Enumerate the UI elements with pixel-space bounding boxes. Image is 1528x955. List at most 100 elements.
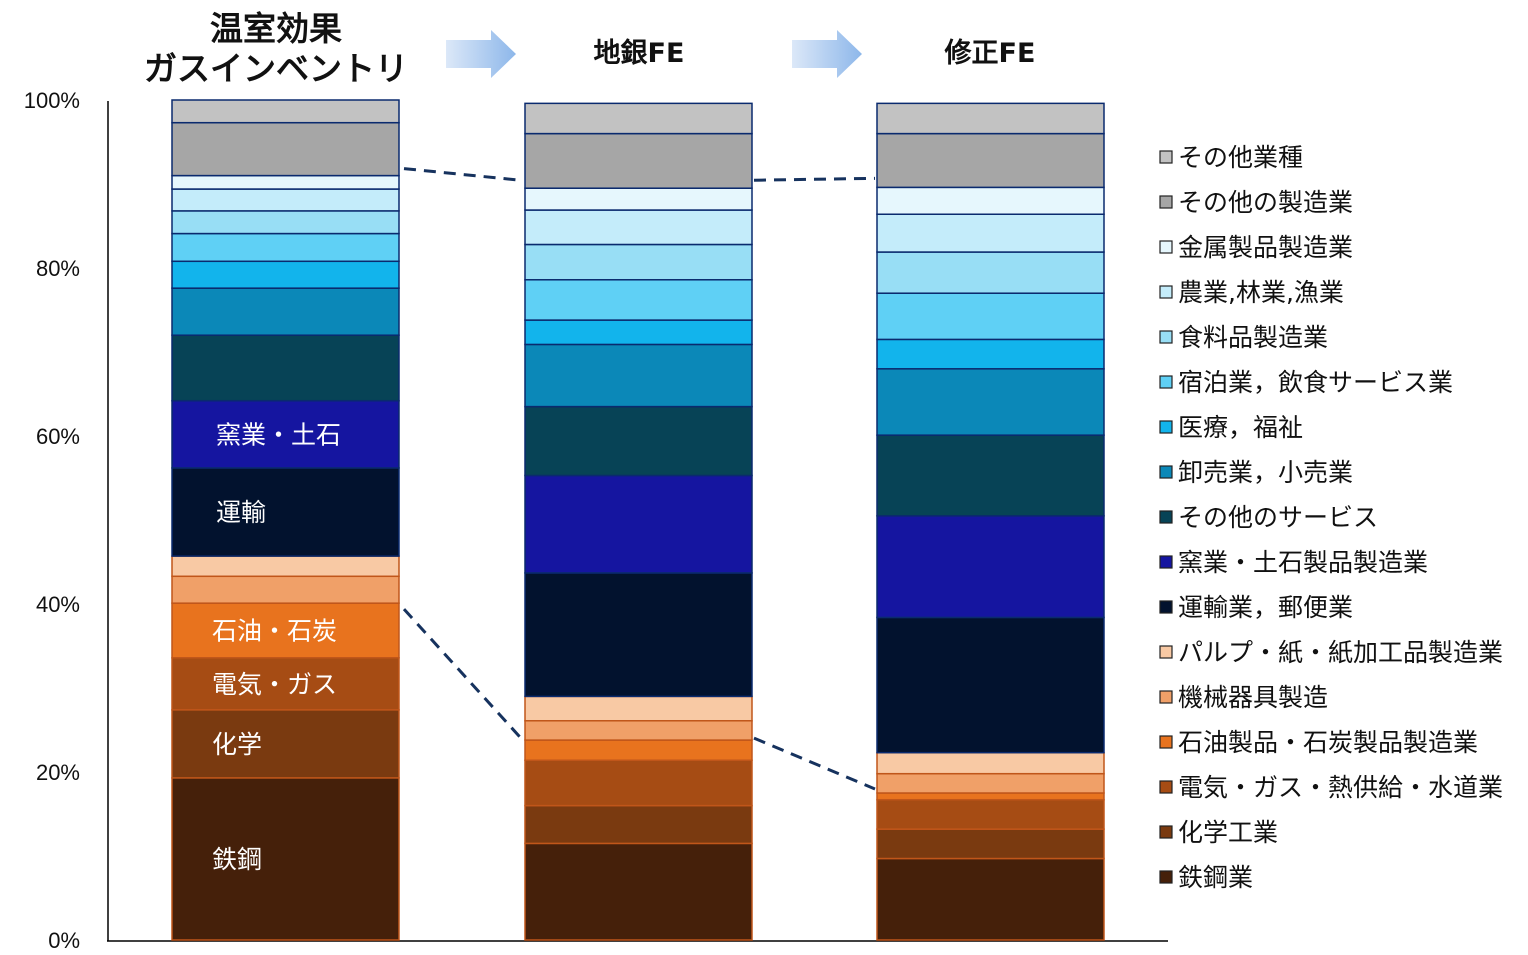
bar-segment xyxy=(171,334,400,402)
legend-swatch xyxy=(1159,510,1173,524)
bar-segment xyxy=(171,555,400,578)
legend-swatch xyxy=(1159,375,1173,389)
segment-label: 石油・石炭 xyxy=(212,616,337,645)
y-tick-label: 20% xyxy=(36,760,80,785)
bar-segment xyxy=(171,210,400,235)
legend-swatch xyxy=(1159,645,1173,659)
bar-segment xyxy=(524,405,753,477)
bar-segment xyxy=(876,828,1105,860)
legend-label: 化学工業 xyxy=(1178,818,1278,847)
legend-swatch xyxy=(1159,825,1173,839)
bar-segment xyxy=(524,842,753,941)
bar-segment xyxy=(524,102,753,135)
legend-swatch xyxy=(1159,285,1173,299)
bar-segment xyxy=(876,434,1105,517)
legend-swatch xyxy=(1159,870,1173,884)
connector-lines xyxy=(402,167,876,791)
legend-swatch xyxy=(1159,330,1173,344)
segment-label: 窯業・土石 xyxy=(216,420,341,449)
bar-segment xyxy=(876,102,1105,135)
legend-item: 化学工業 xyxy=(1159,818,1278,847)
legend-item: 農業,林業,漁業 xyxy=(1159,278,1344,307)
flow-arrows xyxy=(446,30,862,78)
bar-segment xyxy=(524,187,753,211)
bar-segment xyxy=(524,343,753,408)
bar-segment xyxy=(876,857,1105,941)
legend-item: 石油製品・石炭製品製造業 xyxy=(1159,728,1478,757)
legend-item: 宿泊業，飲食サービス業 xyxy=(1159,368,1453,397)
segment-label: 電気・ガス xyxy=(212,670,337,699)
column-title: ガスインベントリ xyxy=(144,49,408,88)
bar-segment xyxy=(524,279,753,321)
bar-segment xyxy=(524,474,753,574)
bar-segment xyxy=(524,739,753,761)
legend-label: その他業種 xyxy=(1178,143,1303,172)
legend-swatch xyxy=(1159,420,1173,434)
y-tick-label: 100% xyxy=(24,88,80,113)
legend-item: その他の製造業 xyxy=(1159,188,1353,217)
legend-swatch xyxy=(1159,735,1173,749)
legend-label: 窯業・土石製品製造業 xyxy=(1178,548,1428,577)
bar-segment xyxy=(524,209,753,246)
bar-stack: 鉄鋼 化学 電気・ガス 石油・石炭 運輸 窯業・土石 xyxy=(171,99,400,941)
connector-upper-2 xyxy=(753,176,876,182)
legend-swatch xyxy=(1159,600,1173,614)
segment-label: 運輸 xyxy=(216,498,266,527)
bar-segment xyxy=(524,720,753,741)
bar-segment xyxy=(171,709,400,779)
segment-label: 化学 xyxy=(212,730,262,759)
y-tick-label: 0% xyxy=(48,928,80,953)
legend-item: 医療，福祉 xyxy=(1159,413,1303,442)
legend-label: 農業,林業,漁業 xyxy=(1178,278,1344,307)
legend-item: 機械器具製造 xyxy=(1159,683,1328,712)
y-tick-label: 80% xyxy=(36,256,80,281)
bar-segment xyxy=(876,368,1105,436)
bar-segment xyxy=(171,467,400,557)
legend-label: 宿泊業，飲食サービス業 xyxy=(1178,368,1453,397)
bar-segment xyxy=(876,251,1105,294)
legend-swatch xyxy=(1159,780,1173,794)
bar-segment xyxy=(171,602,400,659)
legend-label: その他のサービス xyxy=(1178,503,1378,532)
bar-segment xyxy=(171,260,400,289)
bar-segment xyxy=(171,287,400,336)
legend-label: パルプ・紙・紙加工品製造業 xyxy=(1178,638,1503,667)
bar-segment xyxy=(171,399,400,469)
bar-segment xyxy=(876,338,1105,370)
legend-item: その他のサービス xyxy=(1159,503,1378,532)
legend-swatch xyxy=(1159,555,1173,569)
bar-segment xyxy=(171,232,400,263)
connector-lower-2 xyxy=(753,736,876,791)
connector-upper-1 xyxy=(403,167,521,182)
legend-item: 鉄鋼業 xyxy=(1159,863,1253,892)
legend-label: 医療，福祉 xyxy=(1178,413,1303,442)
column-title: 地銀FE xyxy=(594,38,685,69)
legend-item: その他業種 xyxy=(1159,143,1303,172)
bar-segment xyxy=(524,804,753,845)
segment-label: 鉄鋼 xyxy=(212,845,262,874)
legend-swatch xyxy=(1159,465,1173,479)
bar-segment xyxy=(524,132,753,189)
bar-segment xyxy=(171,575,400,604)
legend-label: 機械器具製造 xyxy=(1178,683,1328,712)
bar-segment xyxy=(876,515,1105,619)
axes: 0% 20% 40% 60% 80% 100% xyxy=(24,88,1168,953)
bar-segment xyxy=(524,759,753,807)
legend-swatch xyxy=(1159,150,1173,164)
legend-item: 食料品製造業 xyxy=(1159,323,1328,352)
bar-segment xyxy=(524,695,753,722)
column-title: 修正FE xyxy=(944,38,1036,69)
bar-segment xyxy=(524,319,753,346)
y-tick-label: 40% xyxy=(36,592,80,617)
legend-label: 鉄鋼業 xyxy=(1178,863,1253,892)
bar-segment xyxy=(524,572,753,698)
bar-segment xyxy=(524,243,753,281)
connector-lower-1 xyxy=(402,608,522,739)
bar-segment xyxy=(171,188,400,212)
bar-segment xyxy=(171,121,400,177)
bar-segment xyxy=(876,772,1105,794)
bar-segment xyxy=(876,213,1105,253)
bars: 鉄鋼 化学 電気・ガス 石油・石炭 運輸 窯業・土石 xyxy=(171,99,1105,941)
